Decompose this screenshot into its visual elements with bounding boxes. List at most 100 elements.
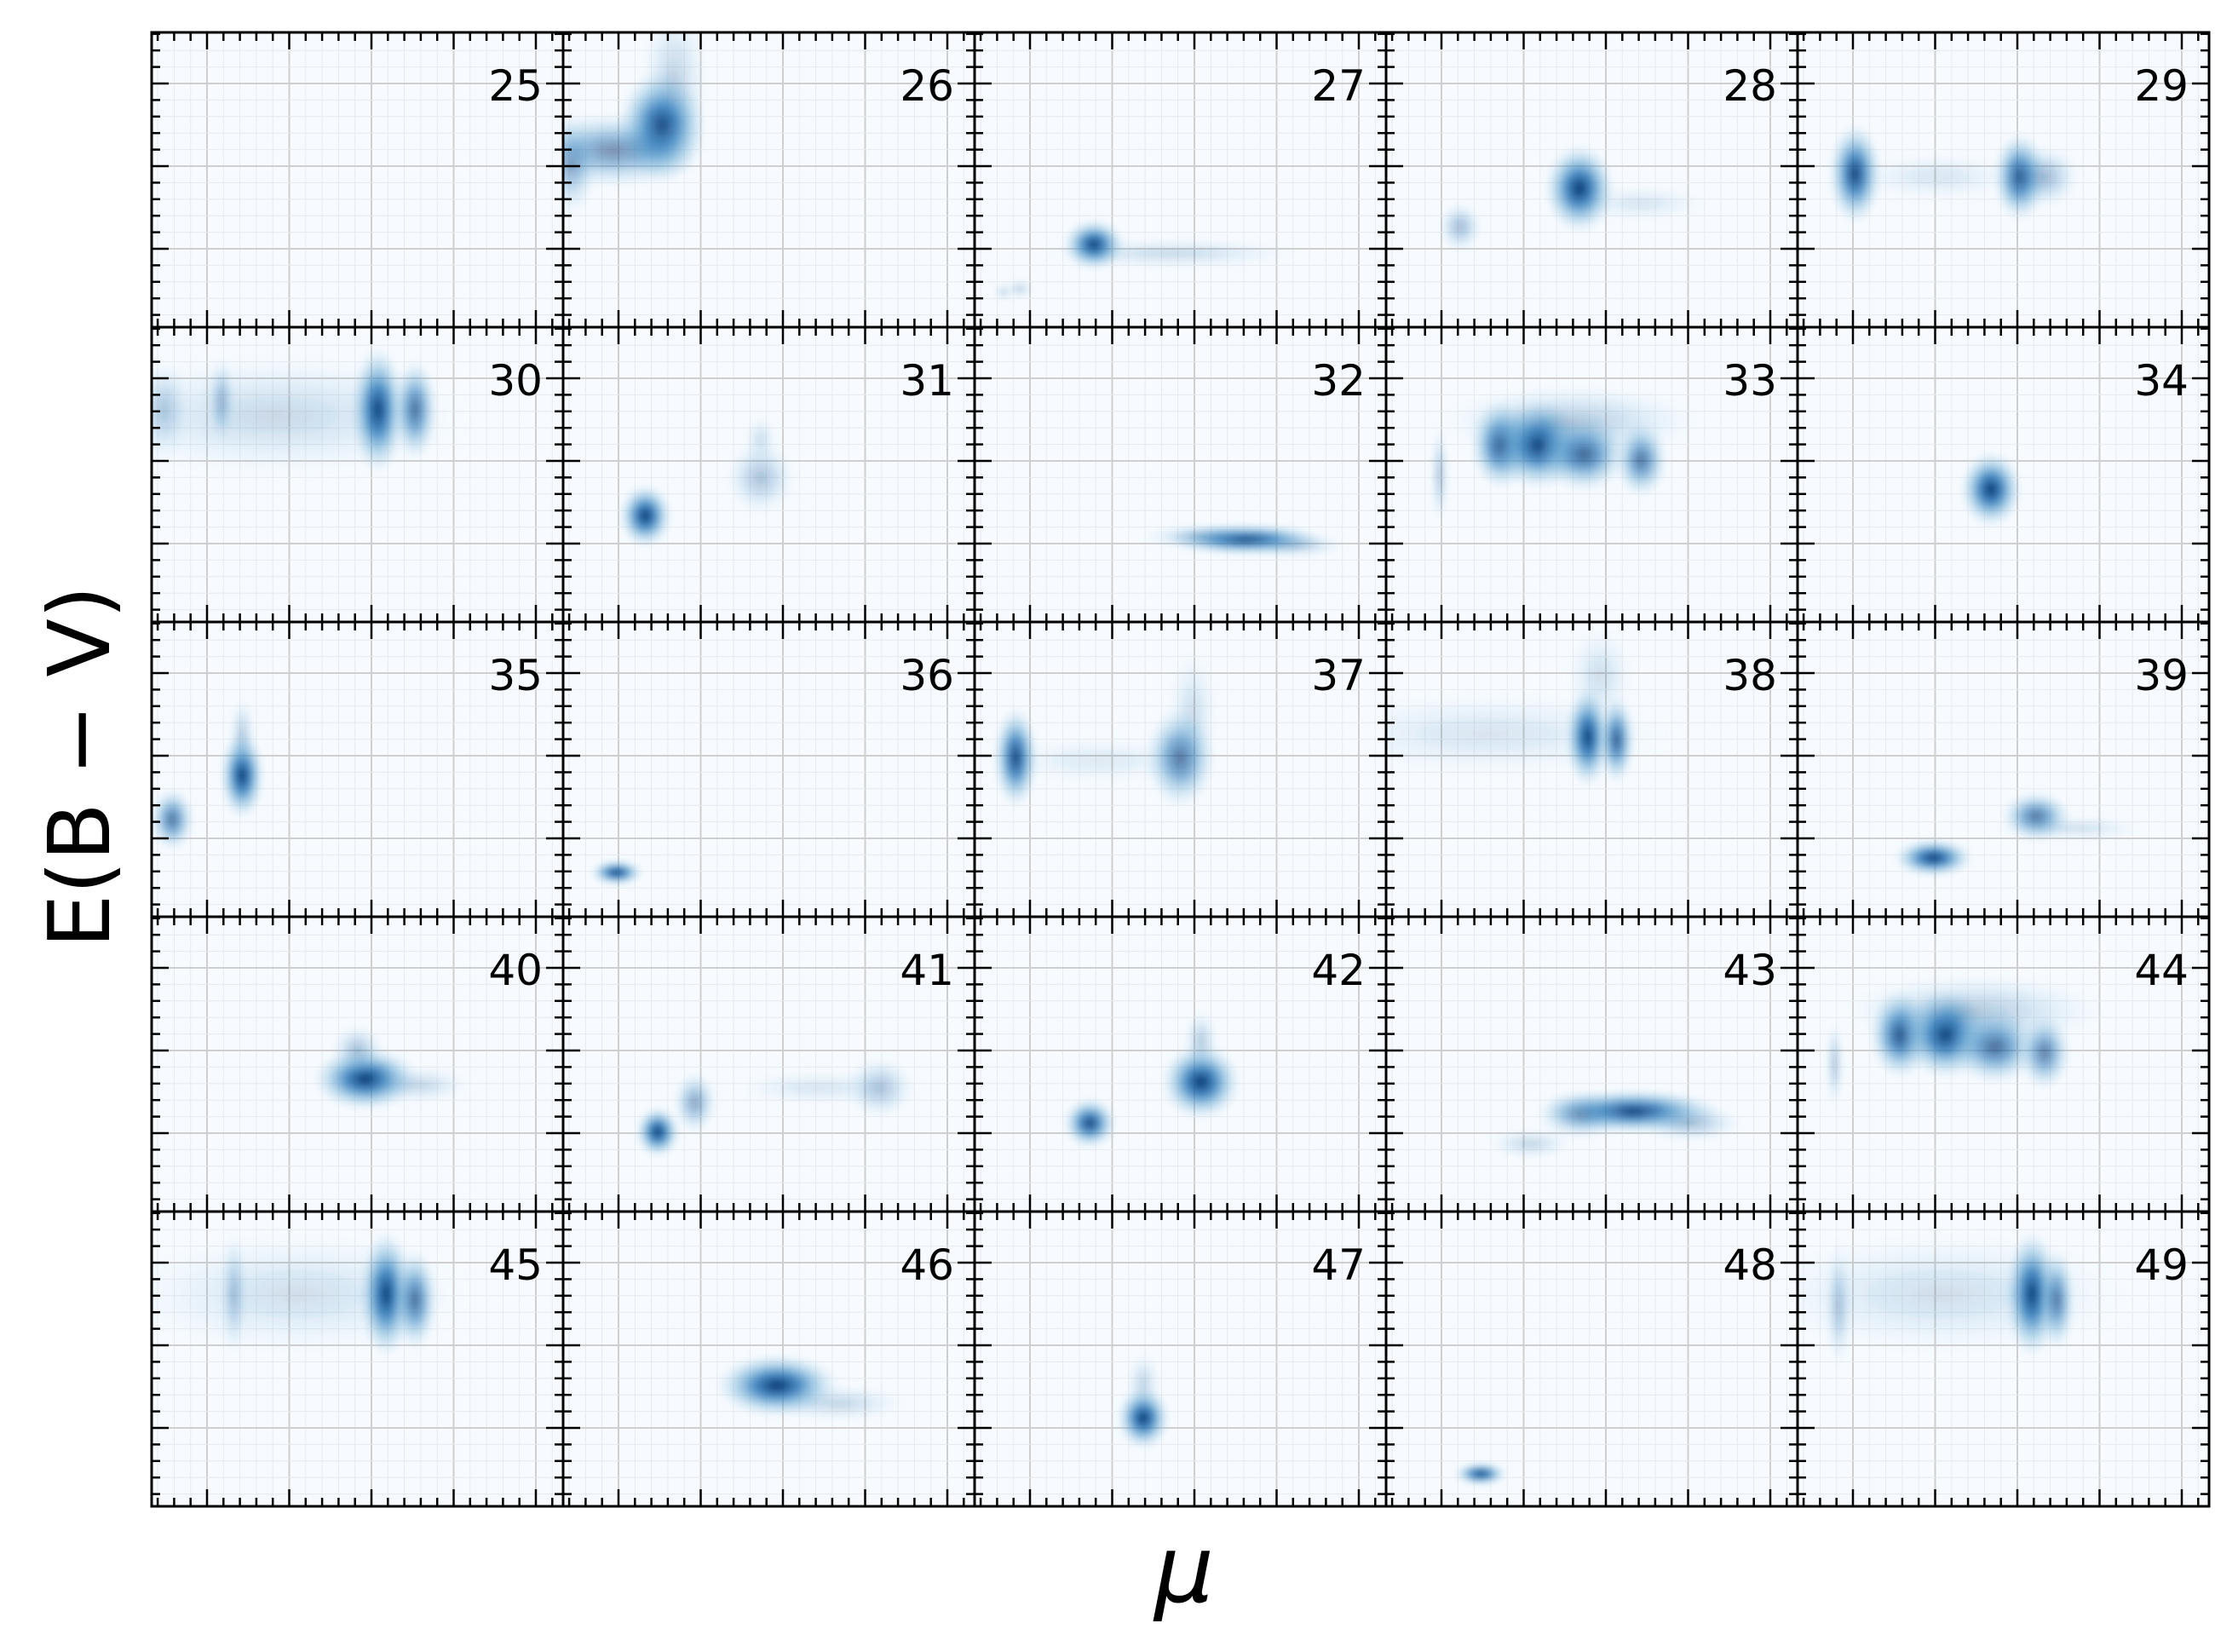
- panel-46: 46: [561, 1210, 976, 1508]
- density-blob: [2005, 814, 2150, 842]
- panel-number: 49: [2134, 1240, 2189, 1290]
- density-blobs: [152, 694, 265, 852]
- panel-number: 47: [1311, 1240, 1366, 1290]
- panel-ticks: [1798, 327, 2209, 622]
- panel-grid-lines: [152, 32, 563, 327]
- y-axis-label: E(B − V): [30, 585, 129, 948]
- density-blobs: [1437, 143, 1714, 253]
- panel-number: 41: [900, 946, 954, 995]
- density-blobs: [563, 32, 711, 217]
- panel-frame: [1796, 1210, 2211, 1508]
- panel-grid-lines: [1386, 917, 1798, 1212]
- panel-38: 38: [1384, 620, 1799, 918]
- panel-ticks: [152, 32, 563, 327]
- density-blobs: [992, 218, 1309, 302]
- panel-47: 47: [973, 1210, 1388, 1508]
- density-blobs: [1116, 1350, 1171, 1451]
- density-blob: [208, 355, 236, 446]
- panel-number: 37: [1311, 651, 1366, 700]
- density-blobs: [1959, 450, 2023, 528]
- panel-background: [1386, 1212, 1798, 1506]
- density-blobs: [1137, 523, 1350, 559]
- panel-number: 27: [1311, 61, 1366, 111]
- panel-background: [975, 1212, 1386, 1506]
- panel-background: [1798, 622, 2209, 917]
- panel-number: 28: [1723, 61, 1777, 111]
- density-blob: [563, 112, 599, 217]
- panel-ticks: [152, 622, 563, 917]
- density-blob: [152, 350, 475, 481]
- panel-41: 41: [561, 915, 976, 1213]
- density-blobs: [589, 859, 644, 886]
- panel-39: 39: [1796, 620, 2211, 918]
- density-blob: [2008, 144, 2081, 210]
- density-blob: [992, 282, 1015, 302]
- density-blobs: [152, 1229, 477, 1359]
- panel-ticks: [563, 622, 975, 917]
- density-blob: [1568, 183, 1714, 223]
- density-blobs: [989, 645, 1220, 810]
- density-blobs: [1825, 972, 2111, 1110]
- panel-number: 45: [488, 1240, 543, 1290]
- panel-36: 36: [561, 620, 976, 918]
- density-blobs: [1386, 623, 1689, 789]
- panel-number: 25: [488, 61, 543, 111]
- density-blob: [1846, 151, 2028, 203]
- density-blob: [742, 413, 780, 465]
- panel-grid-lines: [975, 327, 1386, 622]
- panel-ticks: [975, 917, 1386, 1212]
- panel-42: 42: [973, 915, 1388, 1213]
- panel-ticks: [563, 1212, 975, 1506]
- panel-ticks: [152, 1212, 563, 1506]
- panel-background: [1386, 917, 1798, 1212]
- panel-number: 39: [2134, 651, 2189, 700]
- panel-grid-lines: [975, 32, 1386, 327]
- density-blobs: [635, 1055, 917, 1159]
- panel-26: 26: [561, 31, 976, 329]
- panel-37: 37: [973, 620, 1388, 918]
- panel-ticks: [1386, 917, 1798, 1212]
- panel-49: 49: [1796, 1210, 2211, 1508]
- density-blob: [1453, 1462, 1508, 1486]
- panel-grid-lines: [563, 917, 975, 1212]
- panel-grid-lines: [563, 622, 975, 917]
- density-blobs: [1062, 1008, 1242, 1149]
- density-blobs: [713, 1353, 912, 1423]
- panel-ticks: [1386, 32, 1798, 327]
- density-blob: [1437, 200, 1483, 253]
- density-blob: [589, 859, 644, 886]
- panel-ticks: [975, 32, 1386, 327]
- density-blob: [989, 734, 1207, 787]
- density-blob: [1036, 237, 1309, 270]
- density-blob: [635, 1106, 681, 1159]
- panel-ticks: [975, 622, 1386, 917]
- panel-48: 48: [1384, 1210, 1799, 1508]
- panel-33: 33: [1384, 325, 1799, 624]
- panel-number: 46: [900, 1240, 954, 1290]
- panel-number: 33: [1723, 356, 1777, 406]
- density-blob: [766, 1384, 912, 1423]
- panel-number: 31: [900, 356, 954, 406]
- panel-background: [563, 917, 975, 1212]
- panel-27: 27: [973, 31, 1388, 329]
- density-blob: [1430, 423, 1449, 527]
- density-blobs: [1484, 1088, 1746, 1160]
- panel-ticks: [975, 1212, 1386, 1506]
- panel-number: 44: [2134, 946, 2189, 995]
- density-blob: [228, 694, 256, 774]
- x-axis-label: μ: [1153, 1515, 1214, 1624]
- panel-28: 28: [1384, 31, 1799, 329]
- density-blobs: [152, 344, 475, 481]
- density-blobs: [1430, 383, 1707, 527]
- panel-grid-lines: [563, 327, 975, 622]
- density-blob: [1435, 383, 1707, 461]
- panel-ticks: [1798, 917, 2209, 1212]
- panel-ticks: [1386, 1212, 1798, 1506]
- panel-background: [975, 32, 1386, 327]
- panel-45: 45: [150, 1210, 565, 1508]
- density-blob: [220, 1229, 248, 1359]
- panel-ticks: [1386, 622, 1798, 917]
- panel-ticks: [1798, 1212, 2209, 1506]
- panel-43: 43: [1384, 915, 1799, 1213]
- density-blob: [1125, 1350, 1162, 1415]
